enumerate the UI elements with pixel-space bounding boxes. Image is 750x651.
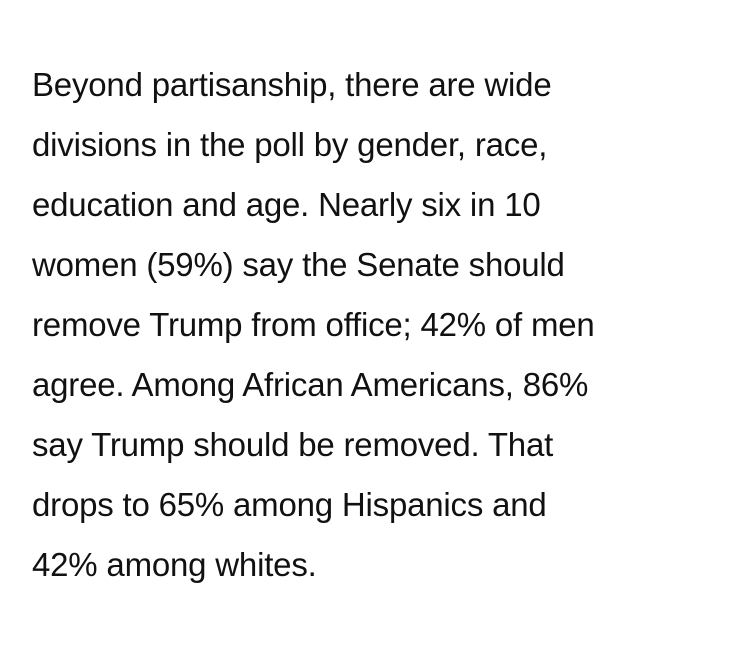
text-line: women (59%) say the Senate should: [32, 246, 565, 283]
paragraph: Beyond partisanship, there are wide divis…: [32, 55, 595, 595]
text-line: education and age. Nearly six in 10: [32, 186, 541, 223]
text-line: Beyond partisanship, there are wide: [32, 66, 552, 103]
text-line: divisions in the poll by gender, race,: [32, 126, 548, 163]
text-line: drops to 65% among Hispanics and: [32, 486, 547, 523]
text-line: remove Trump from office; 42% of men: [32, 306, 595, 343]
text-line: say Trump should be removed. That: [32, 426, 554, 463]
text-line: agree. Among African Americans, 86%: [32, 366, 589, 403]
text-line: 42% among whites.: [32, 546, 317, 583]
